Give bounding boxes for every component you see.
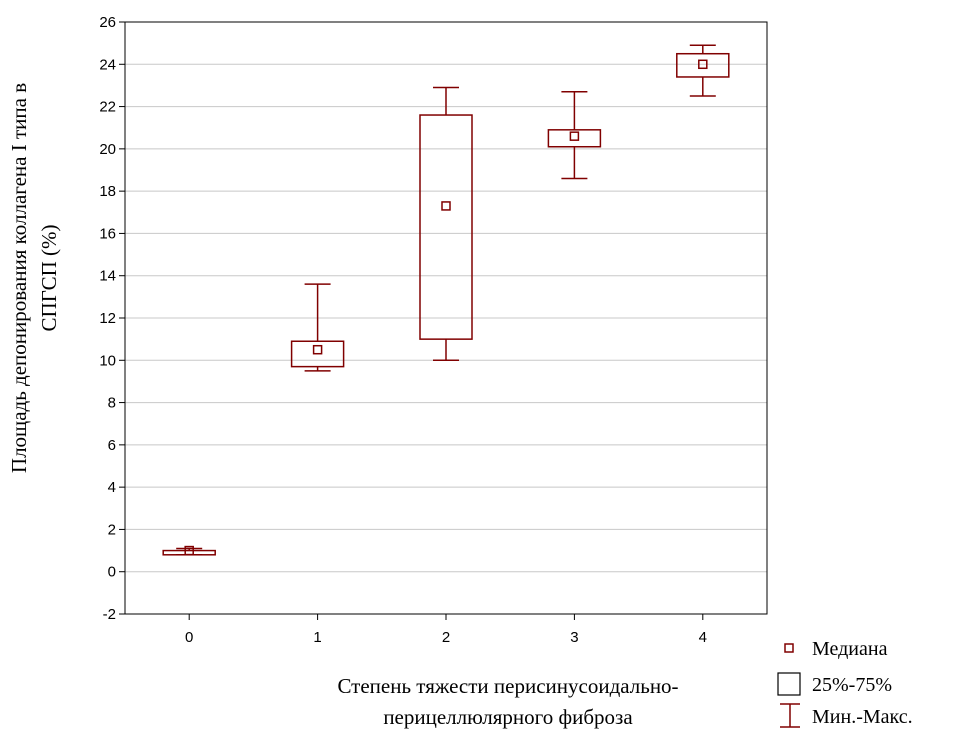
y-tick-label: 22: [99, 99, 116, 116]
y-tick-label: 4: [108, 479, 116, 496]
y-axis-title-line-2: СПГСП (%): [37, 225, 61, 332]
y-tick-label: 2: [108, 521, 116, 538]
x-tick-label: 1: [313, 629, 321, 646]
box-group-3: [547, 91, 602, 180]
legend-whisker-symbol: [780, 703, 800, 728]
legend-median-label: Медиана: [812, 638, 888, 660]
median-marker: [312, 344, 323, 355]
box-group-2: [419, 86, 473, 362]
box-group-0: [162, 545, 216, 556]
median-marker: [569, 131, 580, 141]
box-iqr: [290, 340, 345, 368]
box-group-4: [676, 44, 730, 97]
x-tick-label: 4: [699, 629, 707, 646]
y-tick-label: 26: [99, 14, 116, 31]
legend-median-symbol: [784, 643, 794, 653]
median-marker: [441, 201, 451, 211]
grid-lines: [125, 63, 767, 573]
x-tick-label: 0: [185, 629, 193, 646]
x-tick-label: 3: [570, 629, 578, 646]
y-tick-label: 12: [99, 310, 116, 327]
box-iqr: [547, 129, 602, 148]
plot-frame: [124, 21, 768, 615]
y-axis-title-line-1: Площадь депонирования коллагена I типа в: [7, 83, 31, 473]
x-tick-label: 2: [442, 629, 450, 646]
y-tick-label: 18: [99, 183, 116, 200]
legend-box-label: 25%-75%: [812, 674, 892, 696]
box-iqr: [419, 114, 473, 340]
box-iqr: [676, 52, 730, 78]
y-tick-label: -2: [103, 606, 116, 623]
y-tick-label: 0: [108, 564, 116, 581]
legend: Медиана 25%-75% Мин.-Макс.: [777, 638, 913, 728]
box-series: [162, 44, 730, 556]
y-tick-label: 20: [99, 141, 116, 158]
y-tick-label: 8: [108, 395, 116, 412]
median-marker: [698, 59, 708, 70]
y-tick-label: 14: [99, 268, 116, 285]
legend-whisker-label: Мин.-Макс.: [812, 706, 913, 728]
y-tick-label: 6: [108, 437, 116, 454]
median-marker: [184, 545, 194, 556]
x-axis-title-line-1: Степень тяжести перисинусоидально-: [337, 674, 678, 698]
legend-box-symbol: [777, 672, 801, 696]
y-tick-label: 24: [99, 56, 116, 73]
x-axis-title-line-2: перицеллюлярного фиброза: [383, 705, 633, 729]
box-group-1: [290, 283, 345, 372]
y-tick-label: 16: [99, 225, 116, 242]
y-tick-label: 10: [99, 352, 116, 369]
